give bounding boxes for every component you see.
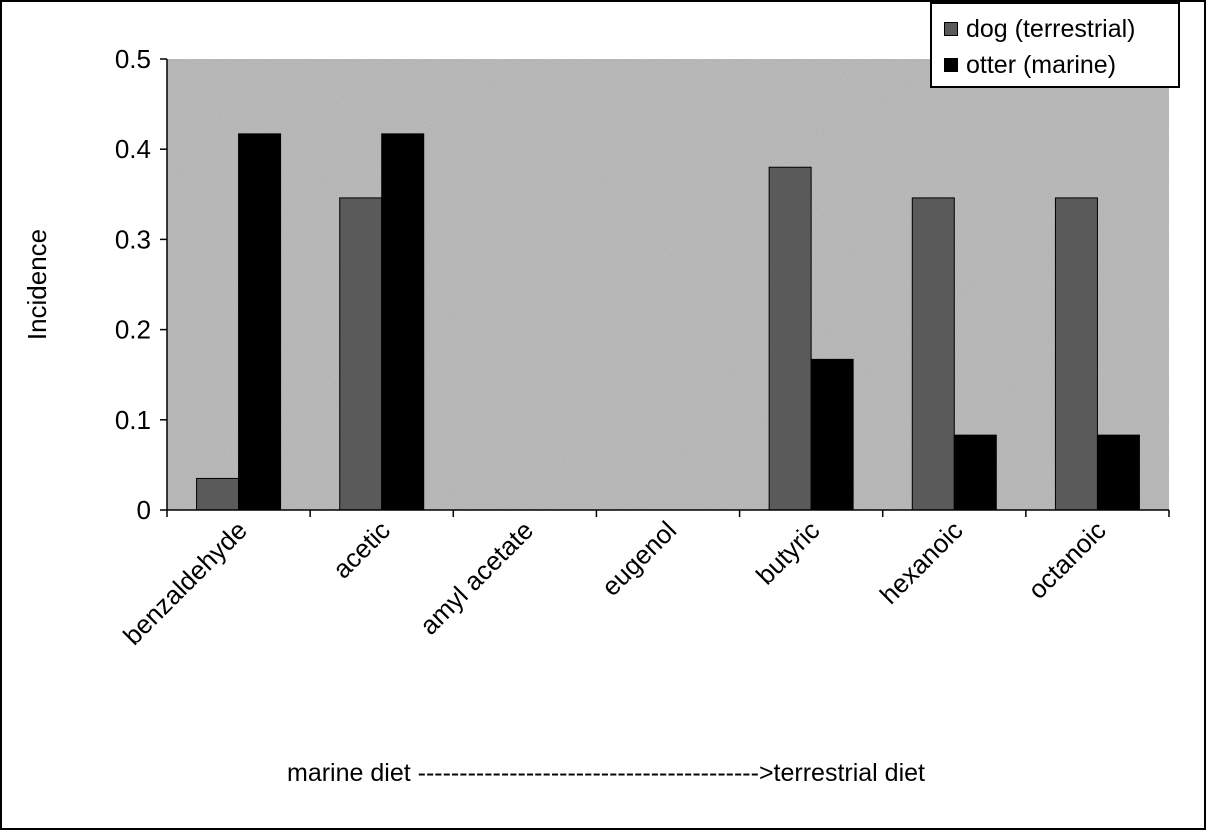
y-tick-label: 0.1 [115, 405, 151, 435]
bar-otter-benzaldehyde [238, 133, 282, 511]
bars-group [196, 133, 1140, 511]
bar-otter-hexanoic [953, 434, 997, 511]
bar-dog-benzaldehyde [196, 477, 240, 511]
legend-label-otter: otter (marine) [966, 50, 1117, 79]
bar-otter-acetic [381, 133, 425, 511]
legend: dog (terrestrial) otter (marine) [930, 2, 1180, 88]
x-tick-label: octanoic [1022, 515, 1112, 605]
legend-swatch-dog [944, 22, 958, 36]
bar-dog-octanoic [1054, 197, 1098, 511]
x-tick-label: hexanoic [874, 515, 969, 610]
bar-otter-octanoic [1096, 434, 1140, 511]
x-tick-label: butyric [750, 515, 825, 590]
bar-dog-butyric [768, 166, 812, 511]
x-tick-label: acetic [327, 515, 396, 584]
y-tick-label: 0.5 [115, 44, 151, 74]
legend-swatch-otter [944, 58, 958, 72]
plot-texture [167, 59, 1169, 510]
y-tick-label: 0 [137, 495, 151, 525]
legend-item-dog: dog (terrestrial) [944, 14, 1136, 44]
y-tick-label: 0.2 [115, 315, 151, 345]
bar-otter-butyric [810, 358, 854, 511]
axes-group [160, 58, 1170, 517]
y-tick-label: 0.3 [115, 224, 151, 254]
plot-area [167, 59, 1169, 510]
legend-label-dog: dog (terrestrial) [966, 14, 1136, 43]
bar-dog-acetic [339, 197, 383, 511]
diet-gradient-caption: marine diet ----------------------------… [287, 759, 925, 787]
y-axis-title: Incidence [22, 229, 52, 340]
y-tick-label: 0.4 [115, 134, 151, 164]
x-tick-label: amyl acetate [414, 515, 539, 640]
x-tick-label: benzaldehyde [117, 515, 253, 651]
bar-dog-hexanoic [911, 197, 955, 511]
legend-item-otter: otter (marine) [944, 50, 1116, 80]
x-tick-label: eugenol [596, 515, 683, 602]
